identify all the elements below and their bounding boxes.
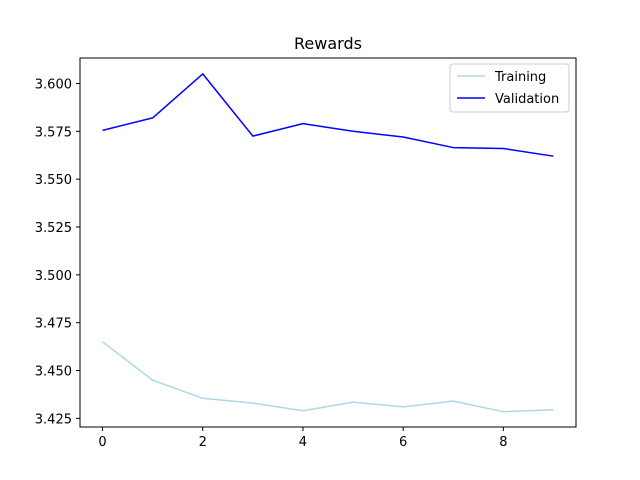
y-tick-label-1: 3.450 [35, 365, 72, 380]
y-tick-label-5: 3.550 [35, 173, 72, 188]
y-tick-label-4: 3.525 [35, 221, 72, 236]
legend-label-validation: Validation [495, 92, 559, 107]
plot-area-frame [79, 57, 577, 428]
chart-title: Rewards [294, 34, 362, 53]
y-tick-label-3: 3.500 [35, 269, 72, 284]
y-tick-label-2: 3.475 [35, 317, 72, 332]
series-lines [102, 73, 554, 413]
x-tick-label-3: 6 [399, 435, 407, 450]
axis-ticks: 0 2 4 6 8 3.425 3.450 3.475 3.500 3.525 3.550 3.575… [35, 77, 508, 450]
y-tick-label-0: 3.425 [35, 412, 72, 427]
legend: Training Validation [449, 63, 570, 113]
x-tick-label-4: 8 [499, 435, 507, 450]
y-tick-label-7: 3.600 [35, 77, 72, 92]
series-line-validation [102, 73, 554, 157]
y-tick-label-6: 3.575 [35, 125, 72, 140]
x-tick-label-0: 0 [98, 435, 106, 450]
series-line-training [102, 341, 554, 413]
legend-label-training: Training [494, 70, 546, 85]
x-tick-label-2: 4 [299, 435, 307, 450]
x-tick-label-1: 2 [199, 435, 207, 450]
